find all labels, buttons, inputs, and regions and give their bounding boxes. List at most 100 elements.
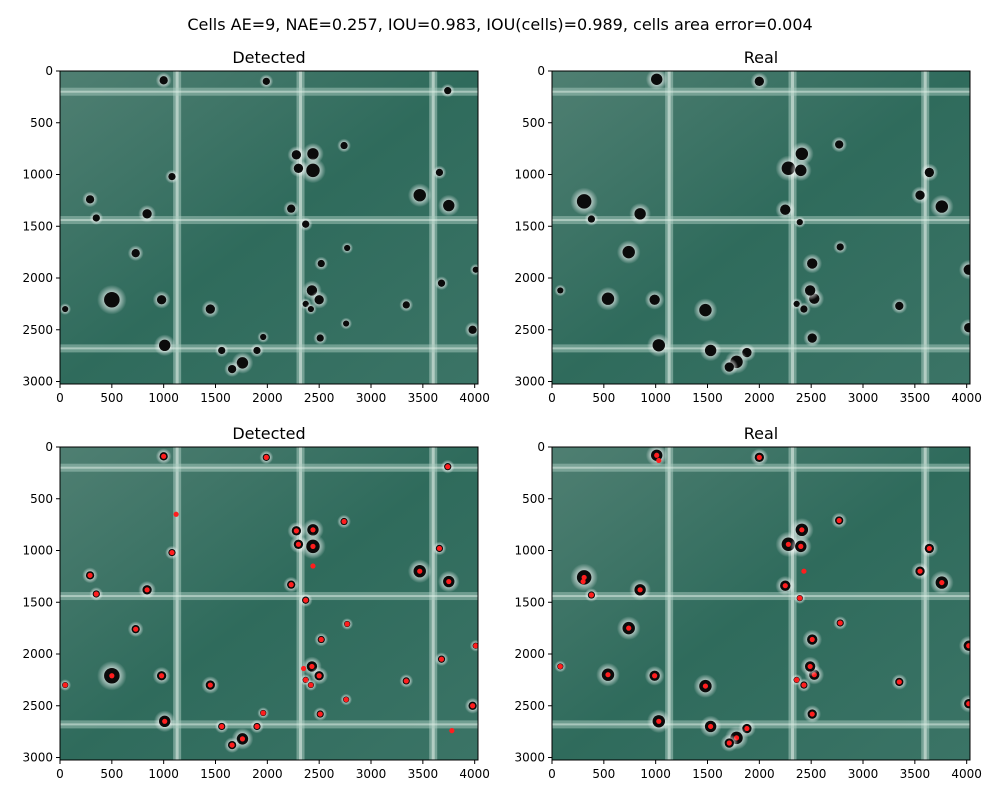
detection-marker bbox=[161, 453, 167, 459]
grid-line-horizontal-core-2 bbox=[60, 219, 478, 222]
detection-marker bbox=[785, 541, 791, 547]
panel-3: Detected 0 500 1000 1500 2000 2500 3000 3500 4000… bbox=[22, 424, 490, 781]
x-tick-label: 2000 bbox=[744, 767, 775, 781]
cell bbox=[963, 264, 970, 275]
grid-line-vertical-core-3 bbox=[923, 71, 927, 384]
detection-marker bbox=[263, 454, 269, 460]
cell bbox=[622, 245, 635, 259]
cell bbox=[835, 140, 844, 149]
x-tick-label: 4000 bbox=[459, 767, 490, 781]
cell bbox=[935, 200, 949, 213]
detection-marker bbox=[318, 636, 324, 643]
microscope-image bbox=[60, 447, 478, 760]
detection-marker bbox=[438, 656, 445, 662]
detection-marker bbox=[626, 625, 632, 631]
cell bbox=[104, 291, 120, 308]
x-tick-label: 500 bbox=[100, 767, 123, 781]
cell bbox=[795, 164, 807, 177]
y-tick-label: 3000 bbox=[514, 375, 545, 389]
detection-marker bbox=[316, 673, 322, 679]
y-tick-label: 2000 bbox=[514, 647, 545, 661]
detection-marker bbox=[580, 578, 586, 585]
microscope-image bbox=[552, 447, 970, 760]
y-tick-label: 0 bbox=[45, 64, 53, 78]
grid-line-vertical-core-3 bbox=[431, 447, 435, 760]
detection-marker bbox=[837, 620, 843, 626]
cell bbox=[343, 320, 350, 327]
detection-marker bbox=[799, 527, 805, 533]
detection-marker bbox=[343, 696, 349, 703]
figure-title: Cells AE=9, NAE=0.257, IOU=0.983, IOU(ce… bbox=[187, 15, 812, 34]
cell bbox=[895, 301, 904, 311]
x-tick-label: 1000 bbox=[148, 391, 179, 405]
cell bbox=[699, 303, 712, 317]
detection-marker bbox=[293, 528, 299, 534]
detection-marker bbox=[637, 587, 643, 593]
detection-marker bbox=[133, 626, 139, 632]
detection-marker bbox=[173, 511, 179, 517]
axes-frame bbox=[551, 70, 971, 385]
x-tick-label: 1500 bbox=[200, 391, 231, 405]
cell bbox=[156, 295, 167, 305]
detection-marker bbox=[656, 718, 662, 724]
cell bbox=[260, 333, 267, 341]
cell bbox=[634, 208, 646, 220]
cell bbox=[704, 344, 717, 357]
x-tick-label: 0 bbox=[548, 767, 556, 781]
panel-title: Real bbox=[744, 48, 779, 67]
cell bbox=[807, 333, 817, 343]
cell bbox=[344, 244, 351, 252]
y-tick-label: 1000 bbox=[22, 168, 53, 182]
microscope-image bbox=[60, 71, 478, 384]
cell bbox=[649, 294, 660, 305]
cell bbox=[557, 287, 564, 294]
y-tick-label: 2000 bbox=[22, 647, 53, 661]
y-tick-label: 0 bbox=[45, 440, 53, 454]
y-tick-label: 1500 bbox=[22, 595, 53, 609]
y-tick-label: 500 bbox=[522, 492, 545, 506]
cell bbox=[159, 339, 171, 351]
grid-line-vertical-core-2 bbox=[791, 71, 795, 384]
axes-frame bbox=[59, 70, 479, 385]
y-tick-label: 1500 bbox=[514, 595, 545, 609]
detection-marker bbox=[219, 723, 225, 730]
cell bbox=[754, 76, 765, 87]
cell bbox=[142, 209, 152, 219]
y-tick-label: 1000 bbox=[514, 168, 545, 182]
x-tick-label: 1500 bbox=[692, 391, 723, 405]
x-tick-label: 1000 bbox=[640, 391, 671, 405]
detection-marker bbox=[303, 597, 309, 603]
y-tick-label: 2500 bbox=[22, 699, 53, 713]
detection-marker bbox=[436, 545, 443, 552]
y-tick-label: 1500 bbox=[22, 219, 53, 233]
detection-marker bbox=[966, 643, 970, 649]
cell bbox=[836, 243, 844, 251]
detection-marker bbox=[605, 672, 611, 678]
cell bbox=[218, 346, 226, 355]
detection-marker bbox=[939, 579, 945, 586]
cell bbox=[85, 195, 95, 204]
cell bbox=[340, 141, 348, 150]
cell bbox=[316, 334, 324, 342]
y-tick-label: 2000 bbox=[22, 271, 53, 285]
y-tick-label: 500 bbox=[30, 116, 53, 130]
x-tick-label: 2500 bbox=[796, 391, 827, 405]
cell bbox=[437, 279, 446, 287]
grid-line-vertical-core-3 bbox=[431, 71, 435, 384]
cell bbox=[62, 305, 69, 313]
y-tick-label: 2500 bbox=[514, 323, 545, 337]
detection-marker bbox=[403, 678, 409, 684]
detection-marker bbox=[301, 665, 307, 672]
x-tick-label: 500 bbox=[592, 391, 615, 405]
grid-line-horizontal-core-1 bbox=[60, 90, 478, 93]
cell bbox=[443, 199, 455, 212]
image-background bbox=[60, 447, 478, 760]
cell bbox=[168, 172, 176, 181]
detection-marker bbox=[229, 742, 235, 748]
detection-marker bbox=[310, 527, 316, 533]
axes-frame bbox=[551, 446, 971, 761]
panel-2: Real 0 500 1000 1500 2000 2500 3000 3500 4000 0 500… bbox=[514, 48, 982, 405]
grid-line-vertical-core-3 bbox=[923, 447, 927, 760]
cell bbox=[131, 249, 140, 258]
x-tick-label: 500 bbox=[592, 767, 615, 781]
